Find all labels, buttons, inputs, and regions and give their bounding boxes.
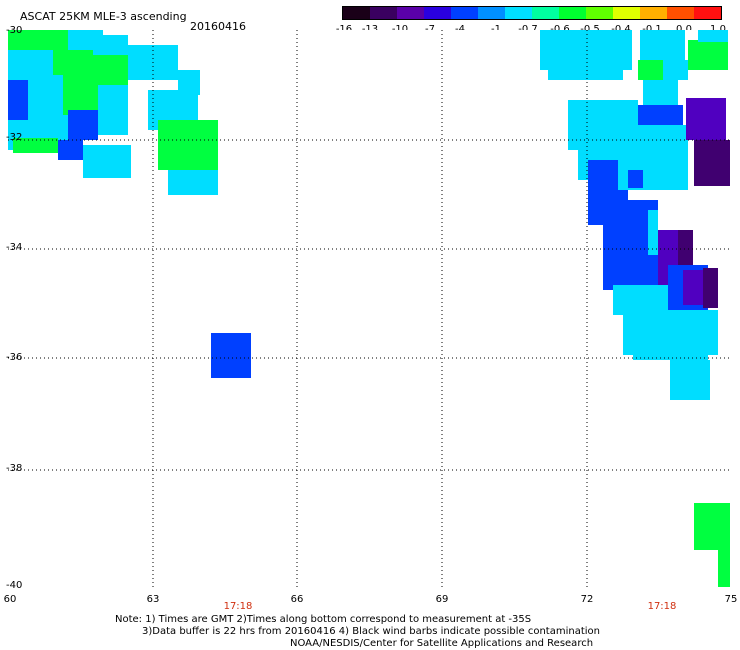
colorbar-label: -13 xyxy=(361,24,379,35)
colorbar-segment xyxy=(424,7,451,19)
wind-cell xyxy=(540,30,632,70)
wind-cell xyxy=(694,140,730,186)
colorbar xyxy=(342,6,722,20)
wind-cell xyxy=(8,80,28,120)
lon-label-69: 69 xyxy=(435,594,449,605)
lat-label-36: -36 xyxy=(6,352,23,363)
lat-label-32: -32 xyxy=(6,132,23,143)
colorbar-label: -0.4 xyxy=(611,24,631,35)
wind-data-cells xyxy=(8,30,730,587)
time-label-left: 17:18 xyxy=(223,601,253,612)
map-area xyxy=(8,30,730,587)
wind-cell xyxy=(8,30,68,50)
wind-cell xyxy=(63,75,98,115)
wind-cell xyxy=(638,105,683,125)
wind-cell xyxy=(203,125,218,165)
map-title: ASCAT 25KM MLE-3 ascending xyxy=(20,10,187,23)
wind-cell xyxy=(718,550,730,587)
wind-cell xyxy=(168,170,218,195)
wind-cell xyxy=(98,110,128,135)
lat-label-38: -38 xyxy=(6,463,23,474)
colorbar-label: -0.5 xyxy=(580,24,600,35)
colorbar-label: -16 xyxy=(335,24,353,35)
gridlines xyxy=(8,30,730,587)
colorbar-segment xyxy=(613,7,640,19)
wind-cell xyxy=(686,98,726,140)
wind-cell xyxy=(623,310,718,355)
colorbar-segment xyxy=(694,7,721,19)
wind-cell xyxy=(658,140,688,190)
wind-cell xyxy=(643,80,678,105)
wind-cell xyxy=(603,225,648,255)
wind-cell xyxy=(638,60,663,80)
colorbar-segment xyxy=(505,7,532,19)
wind-cell xyxy=(83,145,131,178)
wind-cell xyxy=(211,333,251,378)
wind-cell xyxy=(178,70,200,95)
wind-cell xyxy=(663,60,688,80)
colorbar-segment xyxy=(532,7,559,19)
colorbar-segment xyxy=(586,7,613,19)
colorbar-label: -0.7 xyxy=(518,24,538,35)
colorbar-segment xyxy=(397,7,424,19)
lat-label-30: -30 xyxy=(6,25,23,36)
colorbar-label: -0.1 xyxy=(642,24,662,35)
lat-label-40: -40 xyxy=(6,580,23,591)
wind-cell xyxy=(93,55,128,85)
colorbar-label: -7 xyxy=(425,24,435,35)
wind-cell xyxy=(688,40,728,70)
lon-label-72: 72 xyxy=(580,594,594,605)
colorbar-segment xyxy=(451,7,478,19)
note-line-2: 3)Data buffer is 22 hrs from 20160416 4)… xyxy=(142,626,600,637)
wind-cell xyxy=(698,30,728,42)
colorbar-segment xyxy=(667,7,694,19)
wind-cell xyxy=(28,115,68,140)
lon-label-60: 60 xyxy=(3,594,17,605)
wind-cell xyxy=(588,200,658,225)
colorbar-label: -4 xyxy=(455,24,465,35)
wind-cell xyxy=(640,30,685,60)
colorbar-label: -0.6 xyxy=(550,24,570,35)
lat-label-34: -34 xyxy=(6,242,23,253)
colorbar-segment xyxy=(370,7,397,19)
colorbar-labels: -16 -13 -10 -7 -4 -1 -0.7 -0.6 -0.5 -0.4 -0.1 0.0 1.… xyxy=(336,24,726,36)
colorbar-segment xyxy=(343,7,370,19)
wind-cell xyxy=(633,350,708,360)
colorbar-label: 1.0 xyxy=(710,24,726,35)
colorbar-segment xyxy=(559,7,586,19)
lon-label-63: 63 xyxy=(146,594,160,605)
colorbar-label: -1 xyxy=(491,24,501,35)
map-canvas xyxy=(8,30,730,587)
lon-label-66: 66 xyxy=(290,594,304,605)
colorbar-label: 0.0 xyxy=(676,24,692,35)
wind-cell xyxy=(53,50,93,75)
note-line-3: NOAA/NESDIS/Center for Satellite Applica… xyxy=(290,638,594,649)
colorbar-label: -10 xyxy=(391,24,409,35)
wind-cell xyxy=(648,210,658,255)
wind-cell xyxy=(703,268,718,308)
colorbar-segment xyxy=(640,7,667,19)
time-label-right: 17:18 xyxy=(647,601,677,612)
map-date: 20160416 xyxy=(190,20,246,33)
wind-cell xyxy=(694,503,730,550)
lon-label-75: 75 xyxy=(724,594,738,605)
wind-cell xyxy=(670,360,710,400)
wind-cell xyxy=(13,138,58,153)
wind-cell xyxy=(548,70,623,80)
wind-cell xyxy=(68,110,98,140)
wind-cell xyxy=(628,170,643,188)
note-line-1: Note: 1) Times are GMT 2)Times along bot… xyxy=(115,614,532,625)
wind-cell xyxy=(58,140,83,160)
colorbar-segment xyxy=(478,7,505,19)
wind-cell xyxy=(28,75,63,115)
